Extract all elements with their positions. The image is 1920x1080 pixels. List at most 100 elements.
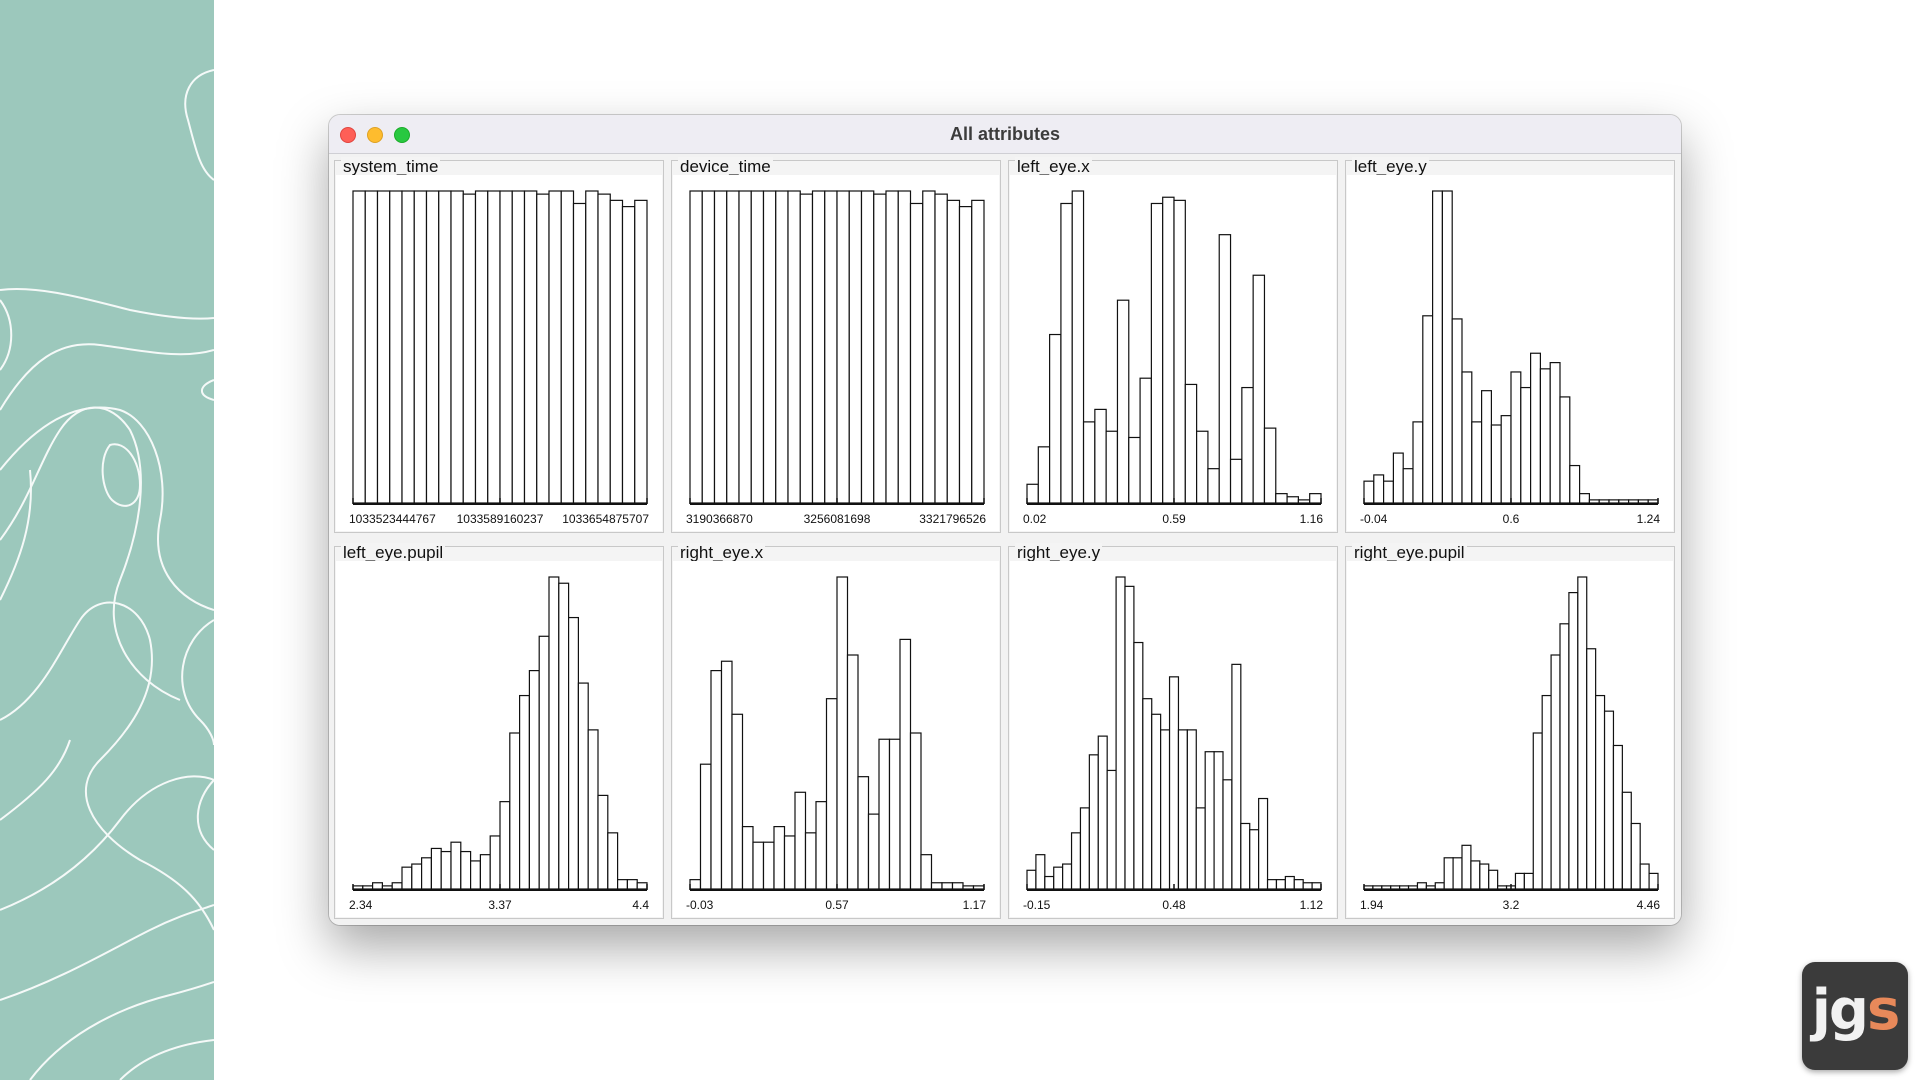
panel-title: left_eye.x (1015, 157, 1092, 177)
histogram-chart: -0.15 0.48 1.12 (1010, 561, 1336, 917)
histogram-bar (617, 879, 629, 890)
histogram-bar (1416, 882, 1427, 890)
panel-title: left_eye.y (1352, 157, 1429, 177)
panel-title: right_eye.pupil (1352, 543, 1467, 563)
histogram-bar (1207, 468, 1220, 504)
histogram-bar (509, 732, 521, 890)
histogram-bar (1115, 576, 1126, 890)
histogram-bar (1094, 408, 1107, 504)
histogram-bar (1151, 713, 1162, 890)
histogram-bar (1470, 860, 1481, 890)
close-window-button[interactable] (340, 127, 356, 143)
histogram-bar (560, 190, 575, 504)
histogram-bar (1441, 190, 1453, 504)
histogram-bar (1053, 866, 1064, 890)
x-tick-label: 1.24 (1637, 512, 1661, 526)
panel-system-time: system_time 1033523444767 1033589160237 10… (334, 157, 664, 533)
histogram-bar (1541, 694, 1552, 890)
histogram-bar (1390, 885, 1401, 890)
histogram-bar (587, 729, 599, 890)
histogram-bar (752, 841, 765, 890)
histogram-bar (1510, 371, 1522, 504)
histogram-bar (1402, 468, 1414, 504)
histogram-bar (1569, 464, 1581, 504)
x-tick-label: 4.4 (632, 898, 649, 912)
histogram-bar (1603, 710, 1615, 890)
panel-left-eye-pupil: left_eye.pupil 2.34 3.37 4.4 (334, 543, 664, 919)
histogram-chart: 1033523444767 1033589160237 1033654875707 (336, 175, 662, 531)
histogram-chart: 3190366870 3256081698 3321796526 (673, 175, 999, 531)
histogram-bar (362, 885, 374, 890)
histogram-bar (528, 669, 540, 890)
histogram-bar (1568, 591, 1579, 890)
histogram-bar (523, 190, 538, 504)
histogram-bar (762, 841, 775, 890)
histogram-bar (713, 190, 728, 504)
histogram-bar (626, 879, 638, 890)
histogram-chart: 2.34 3.37 4.4 (336, 561, 662, 917)
histogram-bar (951, 882, 964, 890)
histogram-bar (1523, 872, 1534, 890)
histogram-bar (1559, 396, 1571, 504)
histogram-bar (1266, 879, 1278, 890)
histogram-bar (1139, 377, 1152, 504)
histogram-bar (710, 669, 723, 890)
histogram-bar (479, 854, 491, 890)
x-tick-label: 1.94 (1360, 898, 1384, 912)
histogram-bar (934, 193, 948, 504)
histogram-bar (1186, 729, 1197, 890)
x-tick-label: 0.48 (1162, 898, 1186, 912)
histogram-bar (352, 190, 366, 504)
histogram-bar (1162, 196, 1175, 504)
histogram-bar (607, 832, 619, 890)
histogram-bar (897, 190, 912, 504)
histogram-bar (1240, 822, 1251, 890)
histogram-bar (1382, 480, 1394, 504)
histogram-bar (548, 190, 562, 504)
x-tick-label: 3190366870 (686, 512, 753, 526)
histogram-bar (499, 190, 513, 504)
histogram-bar (1297, 499, 1311, 504)
histogram-bar (720, 660, 733, 890)
histogram-bar (1363, 885, 1374, 890)
x-tick-label: 4.46 (1637, 898, 1661, 912)
histogram-bar (1309, 493, 1322, 504)
histogram-bar (1461, 371, 1473, 504)
histogram-bar (762, 190, 777, 504)
histogram-bar (1586, 648, 1597, 890)
zoom-window-button[interactable] (394, 127, 410, 143)
panel-title: device_time (678, 157, 773, 177)
histogram-bar (538, 635, 550, 890)
histogram-bar (860, 190, 875, 504)
histogram-bar (1550, 654, 1561, 890)
histogram-bar (741, 826, 754, 890)
histogram-bar (783, 835, 796, 890)
histogram-bar (1514, 872, 1525, 890)
histogram-bar (885, 190, 899, 504)
histogram-bar (1621, 791, 1632, 890)
histogram-bar (1628, 499, 1640, 504)
minimize-window-button[interactable] (367, 127, 383, 143)
x-tick-label: -0.15 (1023, 898, 1051, 912)
histogram-bar (499, 801, 511, 890)
histogram-bar (352, 885, 364, 890)
histogram-bar (689, 190, 703, 504)
histogram-bar (689, 879, 702, 890)
histogram-bar (585, 190, 599, 504)
histogram-bar (867, 813, 880, 890)
x-tick-label: -0.03 (686, 898, 714, 912)
panel-title: right_eye.y (1015, 543, 1103, 563)
window-titlebar[interactable]: All attributes (329, 115, 1681, 154)
histogram-bar (1128, 436, 1141, 504)
histogram-bar (438, 190, 452, 504)
x-tick-label: 1033589160237 (457, 512, 544, 526)
histogram-bar (1035, 854, 1046, 890)
logo-text-main: jg (1811, 978, 1869, 1043)
histogram-bar (1258, 797, 1269, 890)
histogram-bar (519, 694, 531, 890)
histogram-bar (391, 882, 403, 890)
histogram-bar (920, 854, 933, 890)
histogram-bar (1618, 499, 1630, 504)
histogram-bar (699, 763, 712, 890)
histogram-bar (878, 738, 891, 890)
